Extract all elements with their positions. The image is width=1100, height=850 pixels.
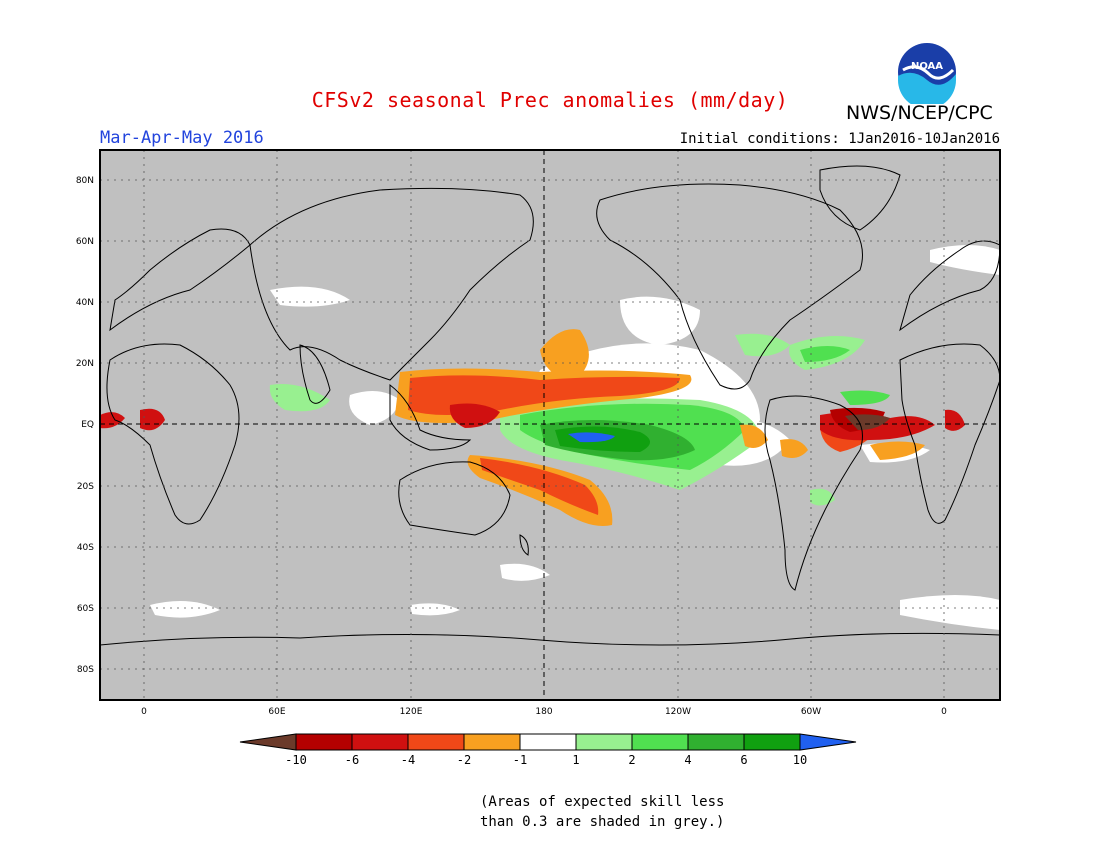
footnote-line-1: (Areas of expected skill less (480, 794, 725, 810)
graticule (100, 150, 1000, 700)
colorbar-label: -10 (285, 753, 307, 767)
lat-label: 40N (76, 298, 94, 308)
lon-label: 0 (941, 707, 947, 717)
colorbar-segment (351, 733, 409, 751)
colorbar-segment (239, 733, 297, 751)
lat-label: 40S (77, 543, 94, 553)
season-label: Mar-Apr-May 2016 (100, 128, 264, 148)
longitude-labels: 0 60E 120E 180 120W 60W 0 (141, 707, 947, 717)
latitude-labels: 80N 60N 40N 20N EQ 20S 40S 60S 80S (76, 176, 94, 675)
colorbar-label: 1 (572, 753, 579, 767)
wet-over-10-areas (568, 432, 615, 443)
colorbar-label: -1 (513, 753, 527, 767)
map-title: CFSv2 seasonal Prec anomalies (mm/day) (311, 88, 789, 112)
colorbar-segment (575, 733, 633, 751)
lat-label: 60S (77, 604, 94, 614)
colorbar-labels: -10 -6 -4 -2 -1 1 2 4 6 10 (285, 753, 807, 767)
lon-label: 0 (141, 707, 147, 717)
colorbar-label: 10 (793, 753, 807, 767)
lat-label: 20N (76, 359, 94, 369)
colorbar-segment (295, 733, 353, 751)
anomaly-fields (100, 150, 1000, 700)
lat-label: EQ (81, 420, 94, 430)
colorbar-segment (407, 733, 465, 751)
footnote-line-2: than 0.3 are shaded in grey.) (480, 814, 725, 830)
equator-dateline (100, 150, 1000, 700)
colorbar-segment (799, 733, 857, 751)
colorbar-label: 6 (740, 753, 747, 767)
colorbar-segment (743, 733, 801, 751)
colorbar-label: 4 (684, 753, 691, 767)
noaa-logo-text: NOAA (911, 61, 943, 72)
agency-label: NWS/NCEP/CPC (846, 102, 993, 124)
coastlines (100, 165, 1000, 646)
lat-label: 20S (77, 482, 94, 492)
colorbar-segment (687, 733, 745, 751)
colorbar-label: -2 (457, 753, 471, 767)
colorbar-label: -4 (401, 753, 415, 767)
colorbar-segments (239, 733, 857, 751)
lon-label: 180 (535, 707, 552, 717)
initial-conditions-label: Initial conditions: 1Jan2016-10Jan2016 (679, 131, 1000, 147)
noaa-logo: NOAA (896, 41, 958, 104)
colorbar-segment (519, 733, 577, 751)
lon-label: 120W (665, 707, 691, 717)
footnote: (Areas of expected skill less than 0.3 a… (480, 792, 780, 832)
lat-label: 60N (76, 237, 94, 247)
lat-label: 80S (77, 665, 94, 675)
lon-label: 60E (268, 707, 285, 717)
map-frame (99, 149, 1001, 701)
colorbar-segment (463, 733, 521, 751)
lat-label: 80N (76, 176, 94, 186)
colorbar-label: 2 (628, 753, 635, 767)
colorbar-segment (631, 733, 689, 751)
colorbar-label: -6 (345, 753, 359, 767)
lon-label: 120E (400, 707, 423, 717)
lon-label: 60W (801, 707, 821, 717)
